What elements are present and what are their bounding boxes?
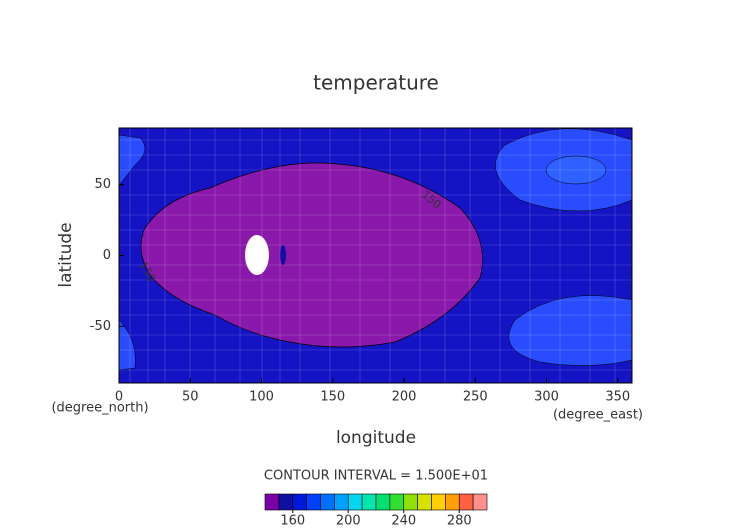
- colorbar-box: [375, 493, 391, 511]
- colorbar-tick-label: 160: [280, 514, 305, 529]
- colorbar-tick-label: 240: [391, 514, 416, 529]
- colorbar-box: [334, 493, 349, 511]
- missing-area: [245, 235, 269, 275]
- colorbar-tick-label: 280: [447, 514, 472, 529]
- x-tick-label: 200: [392, 390, 417, 405]
- y-tick-label: -50: [90, 319, 111, 334]
- x-tick-label: 150: [320, 390, 345, 405]
- colorbar-box: [417, 493, 432, 511]
- colorbar-box: [458, 493, 474, 511]
- x-unit: (degree_east): [553, 408, 643, 423]
- region-high: [508, 295, 633, 366]
- region-high: [118, 319, 136, 371]
- colorbar-box: [292, 493, 307, 511]
- chart-title: temperature: [313, 71, 439, 95]
- x-tick-label: 50: [182, 390, 199, 405]
- x-tick-label: 0: [115, 390, 123, 405]
- colorbar-box: [320, 493, 335, 511]
- x-tick-label: 350: [605, 390, 630, 405]
- colorbar-box: [361, 493, 377, 511]
- region-high: [545, 155, 607, 185]
- colorbar-box: [278, 493, 294, 511]
- colorbar-box: [306, 493, 321, 511]
- colorbar-box: [431, 493, 446, 511]
- grid: [119, 128, 632, 383]
- y-tick-label: 0: [103, 248, 111, 263]
- colorbar-box: [264, 493, 280, 511]
- colorbar-box: [347, 493, 363, 511]
- colorbar-box: [403, 493, 418, 511]
- region-low: [140, 162, 483, 348]
- x-tick-label: 250: [463, 390, 488, 405]
- y-unit: (degree_north): [51, 401, 148, 416]
- x-tick-label: 100: [249, 390, 274, 405]
- plot-area: 150 150: [118, 127, 633, 384]
- y-axis-label: latitude: [56, 222, 76, 287]
- region-low-inner: [280, 245, 286, 265]
- contour-interval: CONTOUR INTERVAL = 1.500E+01: [264, 469, 488, 484]
- x-axis-label: longitude: [336, 428, 416, 448]
- colorbar-box: [445, 493, 460, 511]
- y-tick-label: 50: [94, 177, 111, 192]
- colorbar-box: [389, 493, 405, 511]
- colorbar-tick-label: 200: [336, 514, 361, 529]
- region-high: [118, 134, 146, 186]
- x-tick-label: 300: [534, 390, 559, 405]
- colorbar-box: [472, 493, 488, 511]
